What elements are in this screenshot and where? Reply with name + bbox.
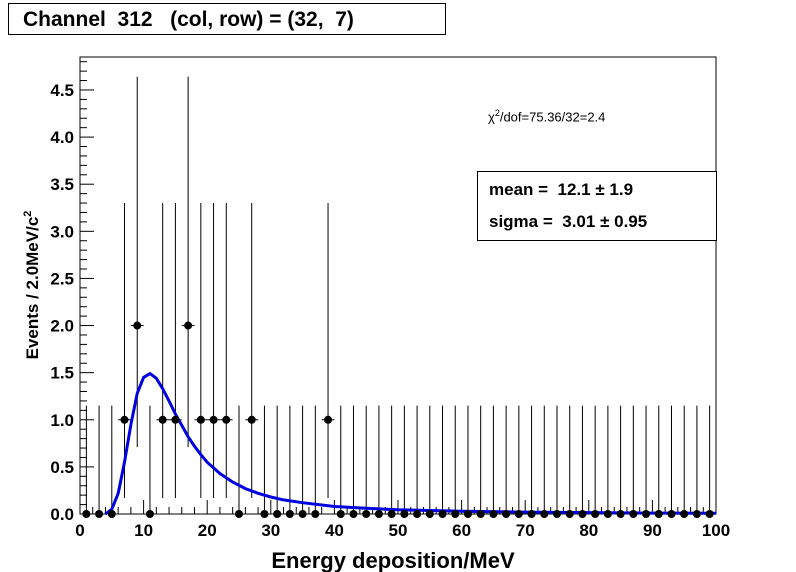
x-tick-label: 80 xyxy=(579,521,598,540)
sigma-error: 0.95 xyxy=(614,212,648,231)
col-value: 32 xyxy=(294,8,318,31)
data-point xyxy=(184,321,193,330)
mean-error: 1.9 xyxy=(609,180,634,199)
data-point xyxy=(336,510,345,518)
data-point xyxy=(578,510,587,518)
data-point xyxy=(107,510,116,518)
data-point xyxy=(273,510,282,518)
data-point xyxy=(553,510,561,518)
data-point xyxy=(324,415,333,424)
data-point xyxy=(451,510,460,518)
data-point xyxy=(247,415,256,424)
y-axis-label: Events / 2.0MeV/c2 xyxy=(22,211,42,360)
data-point xyxy=(489,510,498,518)
chi2-value: 75.36/32=2.4 xyxy=(529,109,606,125)
data-point xyxy=(362,510,371,518)
x-tick-label: 20 xyxy=(198,521,217,540)
y-tick-label: 3.5 xyxy=(50,175,74,194)
x-tick-label: 0 xyxy=(75,521,84,540)
data-point xyxy=(527,510,536,518)
data-point xyxy=(209,415,218,424)
data-point xyxy=(222,415,231,424)
row-value: 7 xyxy=(335,8,347,31)
data-point xyxy=(400,510,409,518)
data-point xyxy=(196,415,205,424)
data-point xyxy=(285,510,294,518)
data-point xyxy=(95,510,104,518)
data-point xyxy=(235,510,243,518)
data-point xyxy=(705,510,714,518)
data-point xyxy=(171,415,180,424)
x-tick-label: 60 xyxy=(452,521,471,540)
y-tick-label: 1.0 xyxy=(50,411,74,430)
x-tick-label: 40 xyxy=(325,521,344,540)
y-axis-ticks xyxy=(80,61,94,515)
data-point xyxy=(692,510,701,518)
fit-stats-box: mean = 12.1 ± 1.9 sigma = 3.01 ± 0.95 xyxy=(477,171,717,241)
mean-value: 12.1 xyxy=(557,180,591,199)
data-point xyxy=(387,510,396,518)
x-tick-label: 70 xyxy=(516,521,535,540)
mean-label: mean = xyxy=(489,180,549,199)
data-point xyxy=(82,510,91,518)
sigma-value: 3.01 xyxy=(562,212,596,231)
data-point xyxy=(667,510,676,518)
chi2-label: χ2/dof=75.36/32=2.4 xyxy=(488,108,606,125)
data-point xyxy=(311,510,320,518)
data-points xyxy=(82,321,714,518)
x-axis-label: Energy deposition/MeV xyxy=(271,548,515,572)
y-tick-label: 0.0 xyxy=(50,505,74,524)
data-error-bars xyxy=(80,76,716,515)
data-point xyxy=(680,510,689,518)
data-point xyxy=(438,510,447,518)
x-tick-label: 30 xyxy=(261,521,280,540)
data-point xyxy=(158,415,167,424)
col-row-label: (col, row) = xyxy=(170,8,282,31)
y-tick-label: 4.5 xyxy=(50,81,74,100)
data-point xyxy=(565,510,574,518)
data-point xyxy=(654,510,663,518)
data-point xyxy=(603,510,612,518)
x-tick-label: 50 xyxy=(389,521,408,540)
y-axis-tick-labels: 0.0 0.5 1.0 1.5 2.0 2.5 3.0 3.5 4.0 4.5 xyxy=(50,81,74,524)
mean-stat: mean = 12.1 ± 1.9 xyxy=(489,180,634,199)
y-tick-label: 2.0 xyxy=(50,317,74,336)
x-tick-label: 90 xyxy=(643,521,662,540)
channel-number: 312 xyxy=(117,8,153,31)
y-tick-label: 0.5 xyxy=(50,458,74,477)
fit-curve xyxy=(104,371,717,516)
data-point xyxy=(540,510,549,518)
chart-title: Channel 312 (col, row) = (32, 7) xyxy=(23,8,354,31)
title-box: Channel 312 (col, row) = (32, 7) xyxy=(8,3,446,35)
data-point xyxy=(463,510,472,518)
data-point xyxy=(502,510,511,518)
data-point xyxy=(374,510,383,518)
data-point xyxy=(642,510,651,518)
data-point xyxy=(133,321,142,330)
y-tick-label: 3.0 xyxy=(50,222,74,241)
data-point xyxy=(514,510,523,518)
y-tick-label: 1.5 xyxy=(50,364,74,383)
x-tick-label: 100 xyxy=(702,521,730,540)
data-point xyxy=(476,510,485,518)
data-point xyxy=(591,510,600,518)
data-point xyxy=(145,510,154,518)
sigma-label: sigma = xyxy=(489,212,553,231)
data-point xyxy=(629,510,638,518)
channel-label: Channel xyxy=(23,8,106,31)
data-point xyxy=(260,510,269,518)
data-point xyxy=(616,510,625,518)
data-point xyxy=(425,510,434,518)
x-axis-tick-labels: 0 10 20 30 40 50 60 70 80 90 100 xyxy=(75,521,730,540)
data-point xyxy=(298,510,307,518)
sigma-stat: sigma = 3.01 ± 0.95 xyxy=(489,212,648,231)
data-point xyxy=(349,510,358,518)
y-tick-label: 2.5 xyxy=(50,269,74,288)
data-point xyxy=(120,415,129,424)
y-tick-label: 4.0 xyxy=(50,128,74,147)
x-tick-label: 10 xyxy=(134,521,153,540)
data-point xyxy=(413,510,422,518)
